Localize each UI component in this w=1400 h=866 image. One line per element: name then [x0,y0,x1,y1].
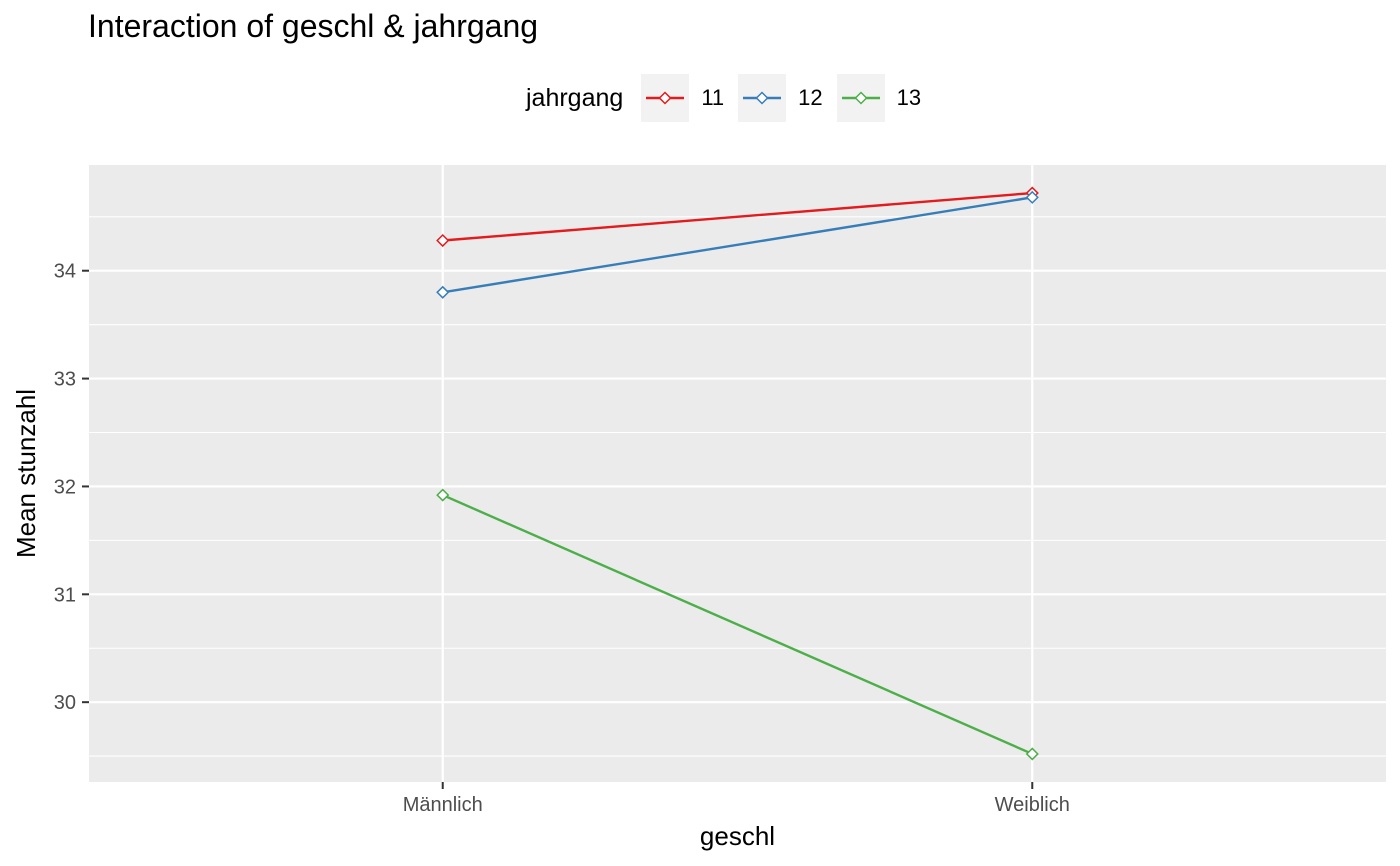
series-line-12 [442,196,1033,294]
legend-key-marker [854,91,868,105]
legend-label-11: 11 [701,85,725,110]
legend-key-marker [658,91,672,105]
series-line-11 [442,191,1033,242]
legend-label-12: 12 [798,85,823,110]
y-tick-label: 32 [54,476,76,498]
legend-key-11 [641,74,690,122]
data-point-13 [436,488,450,502]
legend-title: jahrgang [526,83,624,112]
chart-title: Interaction of geschl & jahrgang [88,8,539,44]
legend: jahrgang 11 12 13 [526,74,935,122]
x-axis-title: geschl [700,821,775,851]
data-point-12 [1025,190,1039,204]
y-tick-label: 30 [54,692,76,714]
y-axis-title: Mean stunzahl [11,389,41,558]
data-point-12 [436,285,450,299]
y-tick-label: 33 [54,369,76,391]
legend-item-12: 12 [738,74,826,122]
y-tick-label: 34 [54,261,76,283]
x-tick-label: Männlich [403,794,483,816]
plot-panel [89,165,1386,782]
legend-item-13: 13 [836,74,925,122]
legend-key-12 [738,74,787,122]
legend-key-13 [836,74,885,122]
legend-label-13: 13 [896,85,922,110]
x-tick-label: Weiblich [995,794,1070,816]
series-line-13 [442,493,1033,756]
data-point-11 [436,233,450,248]
legend-key-marker [755,91,769,105]
data-point-13 [1025,747,1039,761]
legend-item-11: 11 [641,74,728,122]
y-tick-label: 31 [54,584,76,606]
